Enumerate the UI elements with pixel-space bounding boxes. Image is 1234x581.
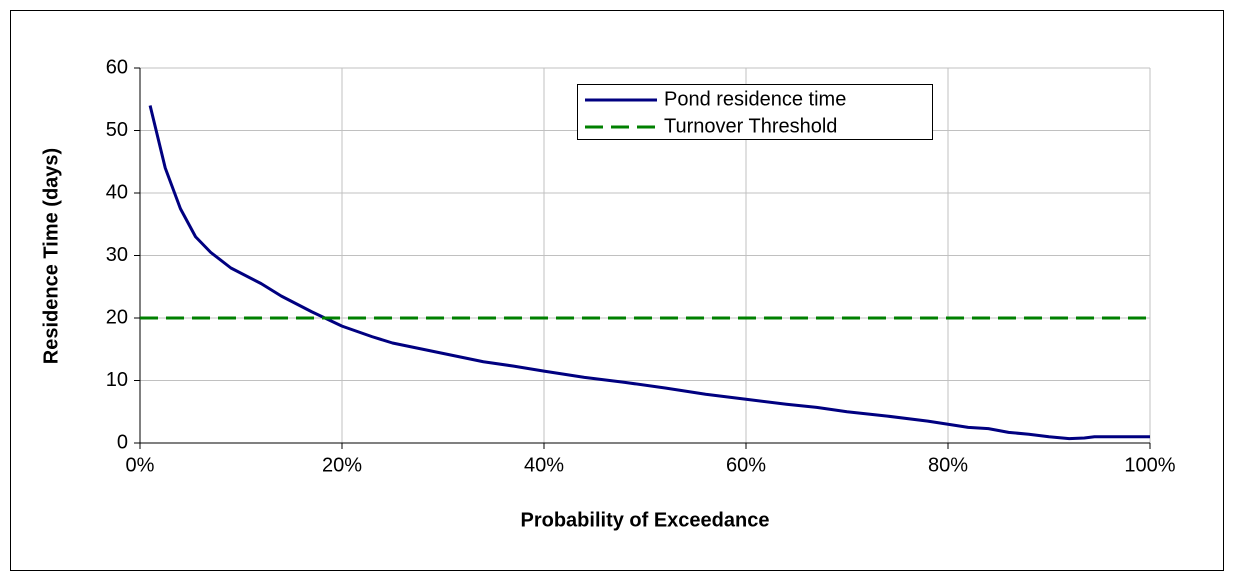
x-tick-label: 100% [1124,454,1175,476]
y-tick-label: 0 [117,431,128,453]
x-axis-label: Probability of Exceedance [521,509,770,531]
series-line [148,105,1150,441]
y-tick-label: 20 [106,306,128,328]
x-tick-label: 80% [928,454,968,476]
x-tick-label: 0% [126,454,155,476]
legend-label: Turnover Threshold [664,115,837,137]
legend-label: Pond residence time [664,88,846,110]
legend-box [577,84,933,140]
y-tick-label: 40 [106,181,128,203]
x-tick-label: 40% [524,454,564,476]
y-tick-label: 50 [106,119,128,141]
y-tick-label: 30 [106,244,128,266]
x-tick-label: 60% [726,454,766,476]
y-axis-label: Residence Time (days) [40,148,62,364]
y-tick-label: 10 [106,369,128,391]
x-tick-label: 20% [322,454,362,476]
y-tick-label: 60 [106,56,128,78]
